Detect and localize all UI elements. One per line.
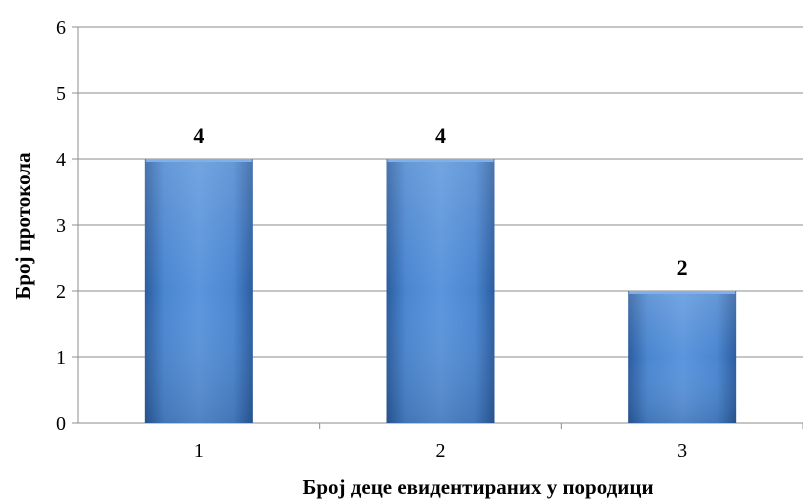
- bar-2: [386, 159, 495, 423]
- tick-labels: 0 1 2 3 4 5 6 4 1 4 2 2 3: [56, 17, 688, 462]
- bar-shading: [628, 291, 737, 423]
- x-axis-title: Број деце евидентираних у породици: [302, 475, 653, 499]
- data-label-2: 4: [435, 123, 446, 148]
- y-tick-label-0: 0: [56, 413, 66, 435]
- y-axis-title: Број протокола: [11, 152, 35, 300]
- y-tick-label-6: 6: [56, 17, 66, 39]
- bar-3: [628, 291, 737, 423]
- x-tick-label-2: 2: [436, 440, 446, 462]
- y-tick-label-3: 3: [56, 215, 66, 237]
- data-label-1: 4: [193, 123, 204, 148]
- y-tick-label-1: 1: [56, 347, 66, 369]
- x-tick-label-3: 3: [677, 440, 687, 462]
- y-tick-label-5: 5: [56, 83, 66, 105]
- bars: [144, 159, 737, 423]
- bar-top-highlight: [387, 159, 494, 162]
- y-tick-label-4: 4: [56, 149, 66, 171]
- x-tick-label-1: 1: [194, 440, 204, 462]
- bar-1: [144, 159, 253, 423]
- data-label-3: 2: [677, 255, 688, 280]
- bar-shading: [386, 159, 495, 423]
- bar-shading: [144, 159, 253, 423]
- y-tick-label-2: 2: [56, 281, 66, 303]
- bar-top-highlight: [629, 291, 736, 294]
- bar-top-highlight: [145, 159, 252, 162]
